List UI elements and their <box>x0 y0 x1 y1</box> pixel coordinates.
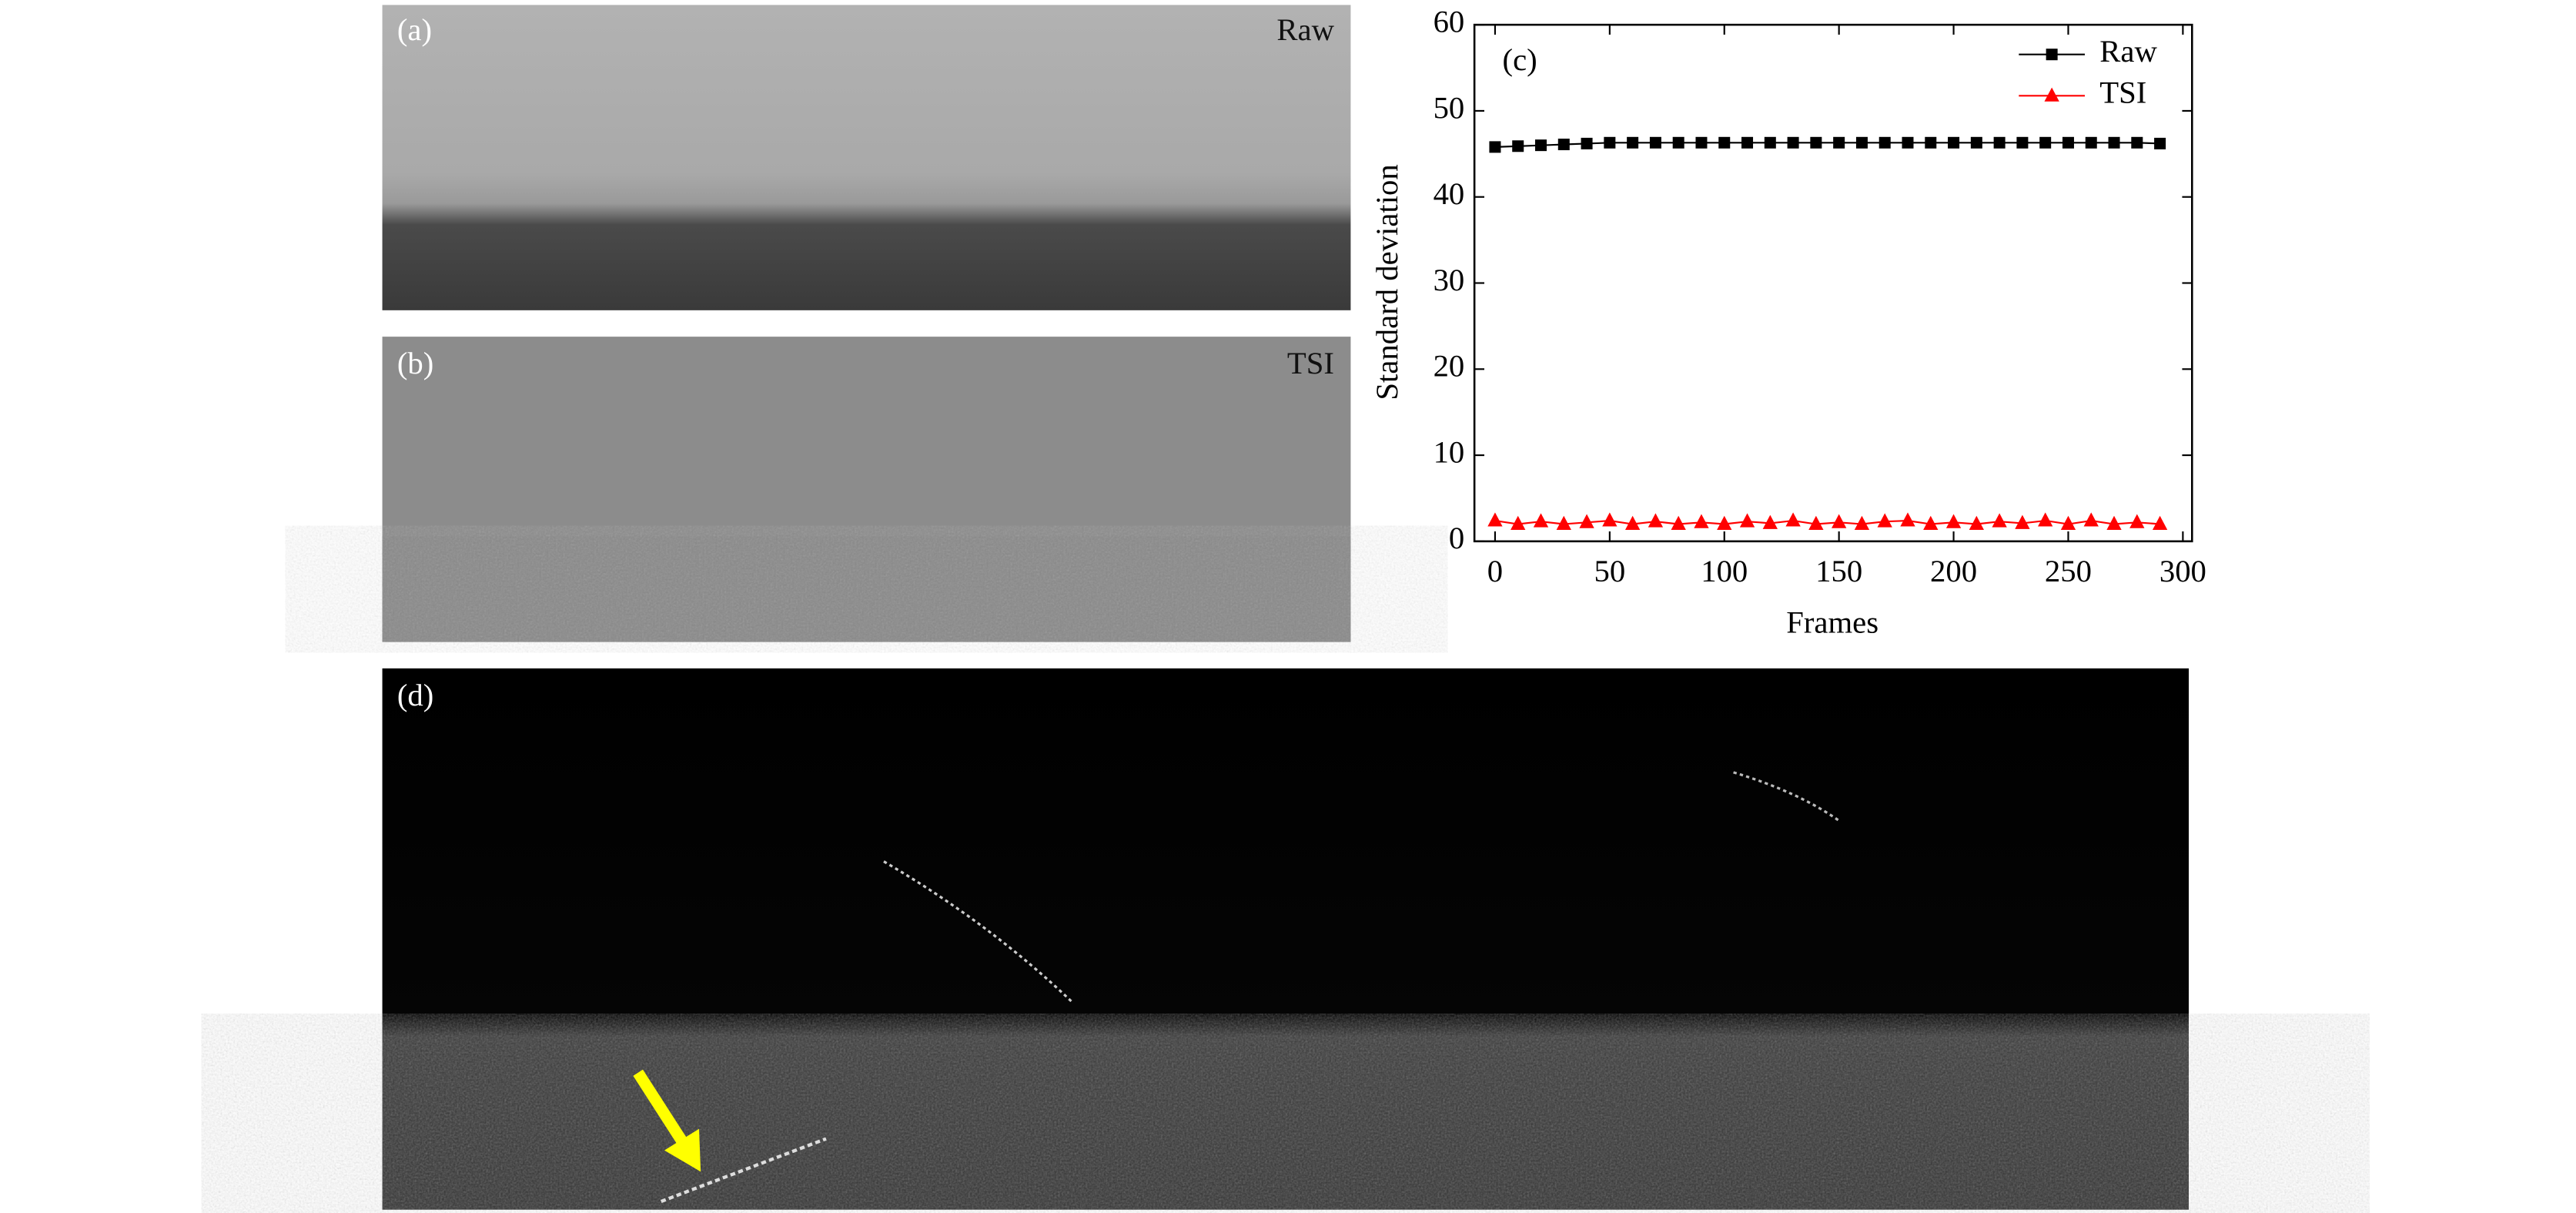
y-tick-label: 50 <box>1434 90 1465 125</box>
legend-label: TSI <box>2099 75 2146 110</box>
marker <box>1970 136 1982 149</box>
panel-tag: TSI <box>1287 346 1334 380</box>
marker <box>2083 512 2099 527</box>
plot-frame <box>1473 23 2193 543</box>
marker <box>1649 136 1661 149</box>
marker <box>1694 514 1709 528</box>
arrow-head <box>664 1128 701 1172</box>
x-axis-label: Frames <box>1786 605 1878 639</box>
panel-tag: Raw <box>1276 12 1334 47</box>
marker <box>1900 512 1915 527</box>
marker <box>1923 515 1939 530</box>
marker <box>1512 140 1524 152</box>
marker <box>1672 136 1684 149</box>
series-line <box>1494 519 2160 525</box>
marker <box>1695 136 1708 149</box>
marker <box>1992 513 2007 528</box>
marker <box>2131 136 2143 149</box>
series-line <box>1494 142 2160 148</box>
marker <box>1948 136 1960 149</box>
image-texture <box>382 1031 2189 1210</box>
marker <box>1579 514 1594 528</box>
marker <box>1557 139 1570 151</box>
marker <box>2062 136 2074 149</box>
x-tick-label: 200 <box>1930 554 1977 588</box>
marker <box>1810 136 1822 149</box>
image-texture <box>382 536 1351 642</box>
marker <box>1878 136 1891 149</box>
marker <box>1489 141 1501 153</box>
marker <box>1556 515 1571 530</box>
marker <box>1945 514 1962 528</box>
marker <box>2038 512 2053 527</box>
x-tick-label: 0 <box>1487 554 1503 588</box>
x-tick-label: 150 <box>1815 554 1862 588</box>
marker <box>1832 514 1847 528</box>
marker <box>2129 514 2145 528</box>
marker <box>1877 513 1892 528</box>
marker <box>1739 513 1755 528</box>
marker <box>1854 515 1870 530</box>
marker <box>2085 136 2097 149</box>
marker <box>2154 137 2166 149</box>
marker <box>1602 512 1618 527</box>
panel-label: (c) <box>1503 42 1537 77</box>
panel-label: (b) <box>397 346 433 380</box>
panel-label: (d) <box>397 678 433 712</box>
track <box>660 1137 827 1204</box>
legend-label: Raw <box>2099 34 2157 69</box>
marker <box>2039 136 2052 149</box>
marker <box>1993 136 2006 149</box>
marker <box>2108 136 2120 149</box>
marker <box>1808 515 1824 530</box>
track <box>883 860 1075 1005</box>
y-tick-label: 40 <box>1434 176 1465 211</box>
marker <box>1762 514 1778 529</box>
legend-marker <box>2044 87 2059 102</box>
marker <box>1902 136 1914 149</box>
marker <box>1671 515 1686 530</box>
marker <box>1718 136 1731 149</box>
x-tick-label: 250 <box>2045 554 2092 588</box>
x-tick-label: 50 <box>1594 554 1625 588</box>
marker <box>2106 515 2122 530</box>
y-tick-label: 10 <box>1434 434 1465 469</box>
marker <box>1717 515 1732 530</box>
marker <box>2016 136 2029 149</box>
marker <box>1533 513 1549 528</box>
y-tick-label: 60 <box>1434 4 1465 39</box>
marker <box>1510 515 1526 530</box>
marker <box>1624 515 1641 530</box>
marker <box>1648 513 1664 528</box>
x-tick-label: 300 <box>2159 554 2206 588</box>
legend-marker <box>2046 49 2058 61</box>
marker <box>2015 514 2030 529</box>
marker <box>1785 512 1801 527</box>
marker <box>1627 136 1639 149</box>
marker <box>1741 136 1754 149</box>
arrow <box>633 1069 687 1145</box>
marker <box>1581 137 1593 149</box>
marker <box>2060 515 2076 530</box>
y-tick-label: 20 <box>1434 349 1465 384</box>
marker <box>1604 136 1616 149</box>
marker <box>1535 139 1547 152</box>
y-tick-label: 0 <box>1449 521 1464 555</box>
image-raw <box>382 5 1351 310</box>
y-tick-label: 30 <box>1434 263 1465 297</box>
track <box>1733 771 1842 823</box>
marker <box>1833 136 1845 149</box>
panel-label: (a) <box>397 12 432 47</box>
marker <box>1969 515 1984 530</box>
marker <box>2152 515 2168 530</box>
marker <box>1855 136 1868 149</box>
x-tick-label: 100 <box>1701 554 1748 588</box>
marker <box>1487 512 1503 527</box>
y-axis-label: Standard deviation <box>1370 164 1404 400</box>
marker <box>1925 136 1937 149</box>
marker <box>1787 136 1799 149</box>
marker <box>1764 136 1776 149</box>
